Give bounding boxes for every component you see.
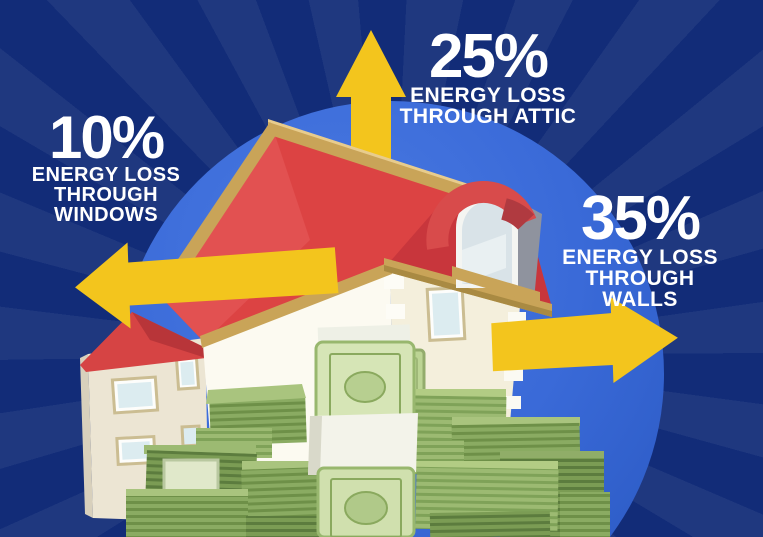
stat-attic-percent: 25% (428, 22, 549, 91)
stat-attic: 25% ENERGY LOSS THROUGH ATTIC (392, 22, 584, 127)
banded-cash-stack (308, 324, 418, 537)
annex-roof (80, 312, 210, 372)
dormer-window (426, 181, 542, 304)
stat-windows: 10% ENERGY LOSS THROUGH WINDOWS (28, 104, 184, 225)
arrow-left-icon (75, 242, 339, 329)
stat-walls-label: ENERGY LOSS (562, 246, 718, 270)
money-pile (126, 324, 610, 537)
arrow-right-icon (491, 297, 678, 384)
stat-windows-percent: 10% (48, 104, 165, 171)
stat-windows-label: ENERGY LOSS (31, 164, 181, 187)
stat-walls: 35% ENERGY LOSS THROUGH WALLS (548, 184, 732, 310)
stat-attic-label: ENERGY LOSS (410, 84, 566, 108)
front-window-upper (425, 286, 467, 342)
stat-walls-percent: 35% (580, 184, 701, 253)
annex-windows (110, 356, 202, 467)
